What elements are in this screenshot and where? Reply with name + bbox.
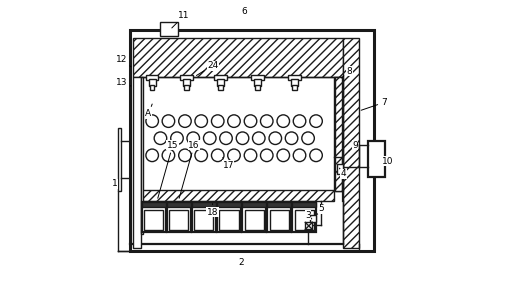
Bar <box>292 202 316 232</box>
Bar <box>149 79 156 86</box>
Bar <box>288 75 301 80</box>
Bar <box>335 77 342 191</box>
Bar <box>295 210 314 230</box>
Bar <box>167 202 191 207</box>
Bar <box>220 210 238 230</box>
Bar <box>343 38 359 248</box>
Text: 2: 2 <box>238 258 244 267</box>
Text: 15: 15 <box>158 141 178 198</box>
Bar <box>183 79 190 86</box>
Text: 16: 16 <box>179 141 200 198</box>
Bar <box>184 85 189 90</box>
Text: 11: 11 <box>172 11 190 28</box>
Bar <box>292 85 297 90</box>
Bar <box>141 77 143 234</box>
Bar <box>218 85 223 90</box>
Bar <box>214 75 227 80</box>
Bar <box>292 202 316 207</box>
Bar <box>270 210 289 230</box>
Text: 8: 8 <box>341 67 352 78</box>
Bar <box>150 85 155 90</box>
Bar <box>251 75 264 80</box>
Text: 24: 24 <box>196 61 218 76</box>
Bar <box>169 210 188 230</box>
Bar <box>160 22 178 36</box>
Bar <box>141 190 334 201</box>
Bar <box>217 202 241 207</box>
Bar <box>217 79 224 86</box>
Bar <box>180 75 192 80</box>
Bar <box>310 215 316 222</box>
Bar <box>192 202 216 207</box>
Text: 1: 1 <box>112 179 118 188</box>
Bar <box>192 202 216 232</box>
Bar <box>194 210 214 230</box>
Bar <box>130 30 374 251</box>
Bar <box>267 202 291 207</box>
Bar <box>256 85 260 90</box>
Bar <box>167 202 191 232</box>
Text: 3: 3 <box>305 211 312 220</box>
Bar <box>133 77 141 248</box>
Bar <box>133 38 343 77</box>
Bar <box>144 210 163 230</box>
Text: 5: 5 <box>318 204 324 214</box>
Bar <box>217 202 241 232</box>
Bar <box>254 79 261 86</box>
Text: 17: 17 <box>223 158 234 170</box>
Bar <box>305 222 313 229</box>
Bar <box>334 77 343 191</box>
Text: 13: 13 <box>116 78 131 87</box>
Bar <box>291 79 298 86</box>
Text: 9: 9 <box>349 141 358 151</box>
Bar <box>336 164 343 174</box>
Bar <box>368 141 385 177</box>
Text: 4: 4 <box>339 168 346 178</box>
Bar <box>142 202 166 207</box>
Bar <box>146 75 159 80</box>
Bar <box>267 202 291 232</box>
Text: 6: 6 <box>241 7 247 16</box>
Bar <box>244 210 264 230</box>
Text: 12: 12 <box>116 55 131 67</box>
Text: 18: 18 <box>207 204 218 217</box>
Text: A: A <box>145 104 152 119</box>
Bar <box>142 202 166 232</box>
Bar <box>242 202 266 207</box>
Bar <box>118 128 121 191</box>
Text: 10: 10 <box>382 156 393 166</box>
Bar <box>242 202 266 232</box>
Text: 7: 7 <box>361 98 386 110</box>
